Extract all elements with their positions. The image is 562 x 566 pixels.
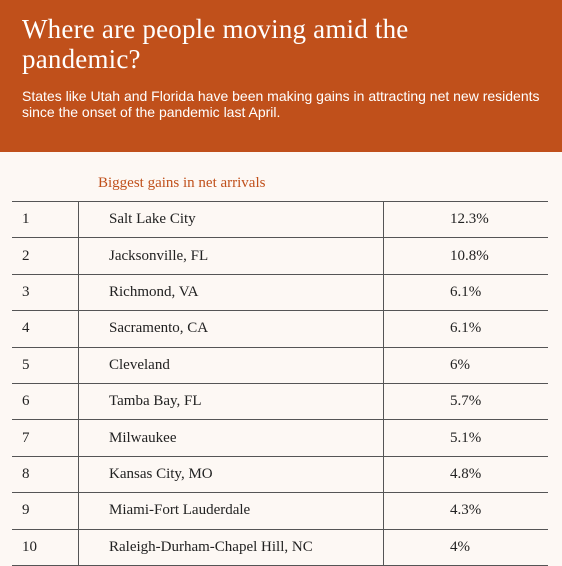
table-row: 7 Milwaukee 5.1%: [12, 419, 548, 457]
rank-cell: 7: [12, 419, 79, 457]
table-row: 6 Tamba Bay, FL 5.7%: [12, 382, 548, 421]
city-cell: Salt Lake City: [78, 200, 384, 239]
header: Where are people moving amid the pandemi…: [0, 0, 562, 152]
city-cell: Sacramento, CA: [78, 310, 384, 348]
table-row: 9 Miami-Fort Lauderdale 4.3%: [12, 492, 548, 530]
gain-cell: 4.3%: [383, 492, 548, 530]
rank-cell: 8: [12, 455, 79, 494]
rank-cell: 2: [12, 237, 79, 275]
rank-cell: 1: [12, 200, 79, 239]
city-cell: Cleveland: [78, 346, 384, 384]
table-row: 3 Richmond, VA 6.1%: [12, 273, 548, 312]
table-row: 8 Kansas City, MO 4.8%: [12, 455, 548, 494]
gain-cell: 6.1%: [383, 273, 548, 312]
gain-cell: 6.1%: [383, 310, 548, 348]
city-cell: Raleigh-Durham-Chapel Hill, NC: [78, 528, 384, 566]
table-row: 1 Salt Lake City 12.3%: [12, 200, 548, 239]
gain-cell: 6%: [383, 346, 548, 384]
city-cell: Milwaukee: [78, 419, 384, 457]
rank-cell: 10: [12, 528, 79, 566]
city-cell: Tamba Bay, FL: [78, 382, 384, 421]
city-cell: Kansas City, MO: [78, 455, 384, 494]
rank-cell: 9: [12, 492, 79, 530]
rank-cell: 4: [12, 310, 79, 348]
rank-cell: 3: [12, 273, 79, 312]
city-cell: Richmond, VA: [78, 273, 384, 312]
gain-cell: 4.8%: [383, 455, 548, 494]
ranking-table: 1 Salt Lake City 12.3% 2 Jacksonville, FL 10.…: [12, 200, 548, 566]
table-row: 10 Raleigh-Durham-Chapel Hill, NC 4%: [12, 528, 548, 566]
city-cell: Jacksonville, FL: [78, 237, 384, 275]
table-caption: Biggest gains in net arrivals: [98, 175, 266, 191]
table-body: 1 Salt Lake City 12.3% 2 Jacksonville, FL 10.…: [12, 200, 548, 566]
rank-cell: 5: [12, 346, 79, 384]
gain-cell: 4%: [383, 528, 548, 566]
gain-cell: 10.8%: [383, 237, 548, 275]
gain-cell: 12.3%: [383, 200, 548, 239]
table-row: 4 Sacramento, CA 6.1%: [12, 310, 548, 348]
subtitle: States like Utah and Florida have been m…: [22, 88, 540, 120]
gain-cell: 5.7%: [383, 382, 548, 421]
table-row: 2 Jacksonville, FL 10.8%: [12, 237, 548, 275]
rank-cell: 6: [12, 382, 79, 421]
city-cell: Miami-Fort Lauderdale: [78, 492, 384, 530]
title: Where are people moving amid the pandemi…: [22, 14, 409, 74]
gain-cell: 5.1%: [383, 419, 548, 457]
table-row: 5 Cleveland 6%: [12, 346, 548, 384]
